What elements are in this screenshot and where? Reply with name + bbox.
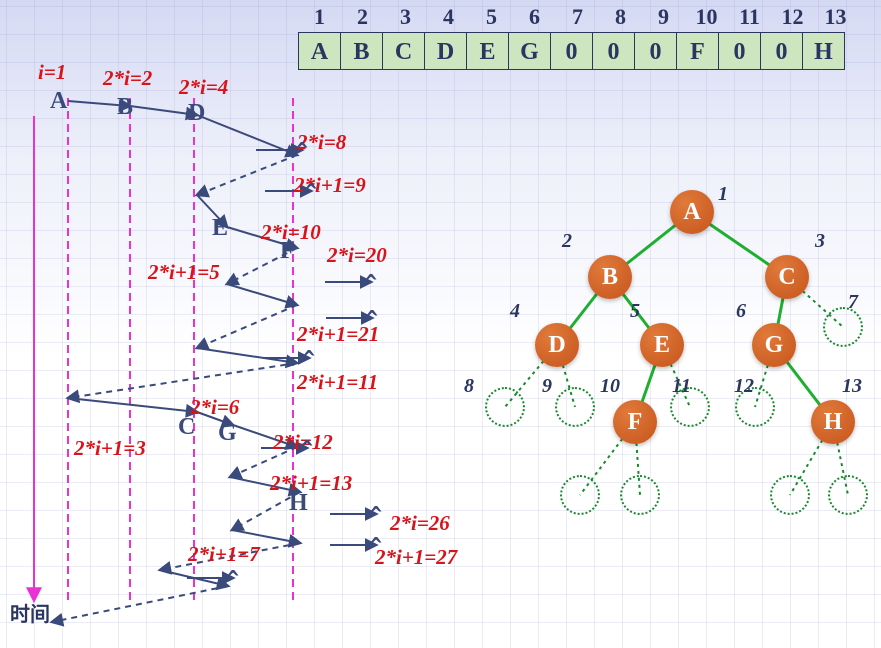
tree-node: H (811, 400, 855, 444)
formula-label: 2*i=4 (179, 75, 228, 100)
tree-empty-node (485, 387, 525, 427)
array-cell: E (466, 32, 509, 70)
tree-node: A (670, 190, 714, 234)
array-cell: G (508, 32, 551, 70)
formula-label: 2*i=26 (390, 511, 450, 536)
formula-label: 2*i=2 (103, 66, 152, 91)
tree-node-index: 8 (464, 375, 474, 398)
array-cell: D (424, 32, 467, 70)
array-index: 7 (556, 4, 599, 30)
array-index: 6 (513, 4, 556, 30)
array-cell: 0 (634, 32, 677, 70)
array-index: 1 (298, 4, 341, 30)
tree-node-index: 1 (718, 183, 728, 206)
tree-empty-node (770, 475, 810, 515)
array-cell: H (802, 32, 845, 70)
traversal-node-label: A (50, 88, 67, 115)
array-index: 10 (685, 4, 728, 30)
array-index: 11 (728, 4, 771, 30)
time-axis-label: 时间 (10, 598, 50, 627)
null-marker: ^ (301, 436, 313, 460)
array-cell: B (340, 32, 383, 70)
traversal-node-label: H (289, 490, 308, 517)
null-marker: ^ (370, 533, 382, 557)
tree-node-index: 13 (842, 375, 862, 398)
array-index: 12 (771, 4, 814, 30)
tree-node: C (765, 255, 809, 299)
traversal-node-label: F (280, 238, 295, 265)
formula-label: 2*i+1=5 (148, 260, 220, 285)
array-index: 4 (427, 4, 470, 30)
tree-node: D (535, 323, 579, 367)
array-cells: ABCDEG000F00H (298, 32, 857, 70)
tree-node-index: 2 (562, 230, 572, 253)
tree-node-index: 12 (734, 375, 754, 398)
tree-empty-node (560, 475, 600, 515)
formula-label: 2*i+1=3 (74, 436, 146, 461)
tree-node-index: 4 (510, 300, 520, 323)
formula-label: 2*i+1=13 (270, 471, 352, 496)
array-cell: 0 (760, 32, 803, 70)
array-index: 3 (384, 4, 427, 30)
array-index: 2 (341, 4, 384, 30)
formula-label: 2*i=6 (190, 395, 239, 420)
array-index: 5 (470, 4, 513, 30)
array-index: 9 (642, 4, 685, 30)
tree-node-index: 6 (736, 300, 746, 323)
formula-label: 2*i+1=11 (297, 370, 378, 395)
tree-empty-node (828, 475, 868, 515)
formula-label: 2*i+1=27 (375, 545, 457, 570)
traversal-node-label: E (212, 215, 228, 242)
null-marker: ^ (305, 179, 317, 203)
array-cell: 0 (718, 32, 761, 70)
array-cell: A (298, 32, 341, 70)
null-marker: ^ (370, 502, 382, 526)
tree-node-index: 11 (672, 375, 691, 398)
tree-empty-node (620, 475, 660, 515)
tree-node-index: 7 (848, 291, 858, 314)
traversal-node-label: B (117, 94, 133, 121)
array-cell: C (382, 32, 425, 70)
tree-node-index: 5 (630, 300, 640, 323)
array-cell: 0 (592, 32, 635, 70)
array-indices: 12345678910111213 (298, 4, 857, 30)
binary-tree: A1 B2 C3 D4 E5 G6 F10 H13 7 8 9 11 12 (450, 175, 870, 535)
null-marker: ^ (365, 270, 377, 294)
array-cell: F (676, 32, 719, 70)
traversal-node-label: G (218, 420, 237, 447)
tree-empty-node (555, 387, 595, 427)
tree-node-index: 9 (542, 375, 552, 398)
formula-label: i=1 (38, 60, 66, 85)
array-index: 13 (814, 4, 857, 30)
array-index: 8 (599, 4, 642, 30)
tree-node: E (640, 323, 684, 367)
null-marker: ^ (296, 138, 308, 162)
formula-label: 2*i=20 (327, 243, 387, 268)
traversal-node-label: D (188, 100, 205, 127)
tree-node: G (752, 323, 796, 367)
null-marker: ^ (303, 346, 315, 370)
tree-node-index: 3 (815, 230, 825, 253)
null-marker: ^ (227, 566, 239, 590)
array-cell: 0 (550, 32, 593, 70)
tree-node: B (588, 255, 632, 299)
traversal-node-label: C (178, 414, 195, 441)
formula-label: 2*i+1=7 (188, 542, 260, 567)
array-representation: 12345678910111213 ABCDEG000F00H (298, 4, 857, 70)
tree-node-index: 10 (600, 375, 620, 398)
null-marker: ^ (366, 306, 378, 330)
tree-node: F (613, 400, 657, 444)
